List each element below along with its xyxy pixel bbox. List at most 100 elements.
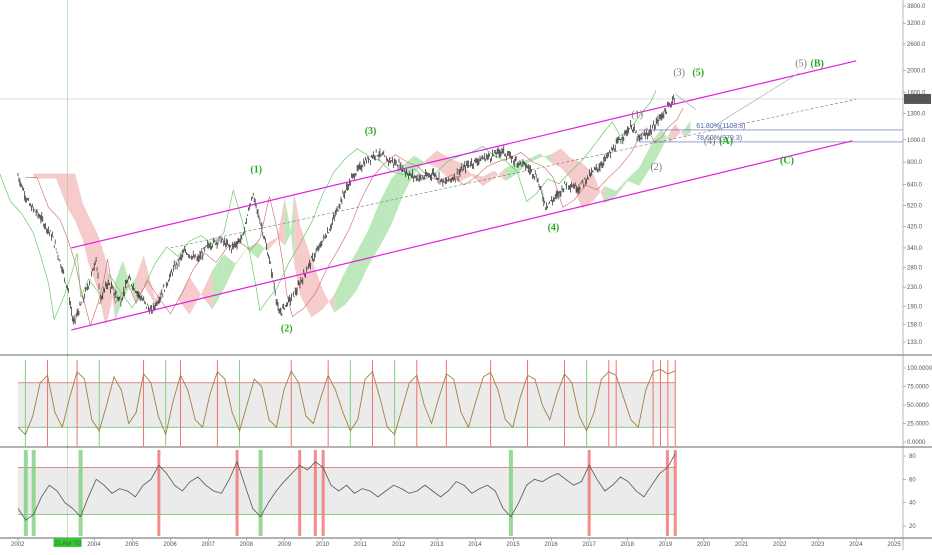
last-price-box bbox=[904, 93, 931, 104]
x-tick-label: 2020 bbox=[697, 542, 711, 548]
ichimoku-cloud bbox=[482, 170, 495, 187]
x-tick-label: 2013 bbox=[430, 542, 444, 548]
price-tick-label: 1600.0 bbox=[907, 91, 926, 97]
ichimoku-cloud bbox=[105, 258, 112, 327]
ichimoku-cloud bbox=[290, 192, 295, 264]
osc-tick-label: 100.0000 bbox=[907, 366, 932, 372]
ichimoku-cloud bbox=[284, 197, 291, 246]
ichimoku-cloud bbox=[311, 258, 323, 318]
wave-label-gray: (4) bbox=[704, 136, 716, 147]
wave-label-green: (C) bbox=[780, 155, 794, 166]
osc-tick-label: 0.0000 bbox=[907, 440, 926, 446]
x-tick-label: 2022 bbox=[773, 542, 787, 548]
osc-line bbox=[17, 368, 676, 437]
ichimoku-cloud bbox=[212, 253, 224, 310]
price-tick-label: 520.0 bbox=[907, 203, 923, 209]
x-tick-label: 2008 bbox=[240, 542, 254, 548]
x-tick-label: 2016 bbox=[544, 542, 558, 548]
rsi-tick-label: 80 bbox=[909, 454, 916, 460]
ichimoku-cloud bbox=[267, 237, 278, 251]
rsi-signal-bar bbox=[258, 450, 263, 536]
ichimoku-cloud bbox=[98, 234, 106, 327]
rsi-signal-bar bbox=[298, 450, 302, 536]
ichimoku-cloud bbox=[437, 150, 449, 179]
osc-tick-label: 50.0000 bbox=[907, 403, 929, 409]
x-tick-label: 2019 bbox=[659, 542, 673, 548]
channel-upper-line bbox=[71, 60, 857, 249]
ichimoku-cloud bbox=[67, 173, 76, 221]
ichimoku-cloud bbox=[627, 167, 640, 186]
x-tick-label: 2002 bbox=[11, 542, 25, 548]
ichimoku-cloud bbox=[143, 255, 156, 305]
ichimoku-cloud bbox=[646, 137, 655, 174]
ichimoku-cloud bbox=[570, 157, 582, 209]
rsi-signal-bar bbox=[321, 450, 325, 536]
x-tick-label: 2024 bbox=[849, 542, 863, 548]
rsi-band bbox=[18, 467, 676, 515]
ichimoku-cloud bbox=[166, 280, 179, 300]
rsi-signal-bar bbox=[78, 450, 83, 536]
ichimoku-cloud bbox=[82, 203, 89, 264]
rsi-tick-label: 20 bbox=[909, 524, 916, 530]
wave-label-green: (B) bbox=[811, 58, 824, 69]
fib-level-label: 78.60%(979.3) bbox=[696, 135, 742, 142]
price-tick-label: 133.0 bbox=[907, 340, 923, 346]
rsi-signal-bar bbox=[31, 450, 36, 536]
ichimoku-cloud bbox=[299, 224, 312, 318]
wave-label-gray: (1) bbox=[631, 109, 643, 120]
price-tick-label: 2600.0 bbox=[907, 42, 926, 48]
channel-mid-line bbox=[170, 98, 857, 249]
price-tick-label: 158.0 bbox=[907, 323, 923, 329]
fib-level-label: 61.80%(1103.8) bbox=[696, 123, 745, 130]
ichimoku-cloud bbox=[675, 123, 685, 138]
ichimoku-cloud bbox=[334, 270, 346, 313]
projection-line bbox=[675, 93, 697, 111]
ichimoku-cloud bbox=[115, 260, 123, 322]
ichimoku-cloud bbox=[294, 192, 300, 295]
osc-tick-label: 75.0000 bbox=[907, 385, 929, 391]
price-tick-label: 1000.0 bbox=[907, 138, 926, 144]
wave-label-gray: (2) bbox=[650, 162, 662, 173]
ichimoku-cloud bbox=[684, 120, 691, 138]
ichimoku-cloud bbox=[235, 248, 247, 266]
ichimoku-cloud bbox=[425, 150, 438, 168]
grid-layer bbox=[0, 0, 903, 538]
price-tick-label: 340.0 bbox=[907, 246, 923, 252]
ichimoku-cloud bbox=[122, 260, 137, 305]
ichimoku-cloud bbox=[528, 153, 540, 163]
cursor-date-label: 21 Apr '03 bbox=[55, 541, 82, 547]
x-tick-label: 2023 bbox=[811, 542, 825, 548]
ichimoku-cloud bbox=[111, 281, 116, 322]
rsi-tick-label: 60 bbox=[909, 477, 916, 483]
channel-lower-line bbox=[71, 140, 853, 331]
ichimoku-cloud bbox=[368, 200, 380, 266]
x-tick-label: 2006 bbox=[163, 542, 177, 548]
rsi-tick-label: 40 bbox=[909, 501, 916, 507]
labels-layer: 61.80%(1103.8)78.60%(979.3)(1)(2)(3)(4)(… bbox=[250, 58, 823, 334]
x-tick-label: 2014 bbox=[468, 542, 482, 548]
ichimoku-cloud bbox=[539, 153, 552, 163]
x-tick-label: 2009 bbox=[278, 542, 292, 548]
oscillator-panel bbox=[17, 360, 676, 446]
projection-line bbox=[711, 72, 800, 128]
ichimoku-cloud bbox=[560, 148, 571, 179]
price-tick-label: 800.0 bbox=[907, 160, 923, 166]
price-tick-label: 420.0 bbox=[907, 225, 923, 231]
x-tick-label: 2018 bbox=[621, 542, 635, 548]
wave-label-green: (5) bbox=[692, 67, 704, 78]
rsi-signal-bar bbox=[587, 450, 591, 536]
ichimoku-cloud bbox=[56, 173, 68, 209]
cursor-date-box bbox=[53, 538, 82, 547]
price-panel bbox=[0, 60, 903, 331]
price-tick-label: 640.0 bbox=[907, 183, 923, 189]
ichimoku-cloud bbox=[258, 242, 268, 259]
rsi-line bbox=[17, 453, 676, 521]
wave-label-green: (A) bbox=[719, 136, 733, 147]
ichimoku-cloud bbox=[200, 270, 213, 310]
rsi-signal-bar bbox=[313, 450, 317, 536]
wave-label-gray: (5) bbox=[795, 58, 807, 69]
rsi-signal-bar bbox=[665, 450, 669, 536]
last-price-label: 1503.2 bbox=[906, 97, 925, 103]
